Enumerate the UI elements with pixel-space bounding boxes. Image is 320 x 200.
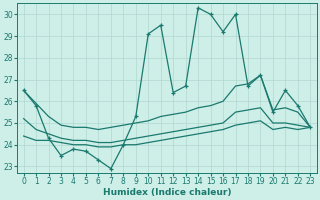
X-axis label: Humidex (Indice chaleur): Humidex (Indice chaleur) <box>103 188 231 197</box>
